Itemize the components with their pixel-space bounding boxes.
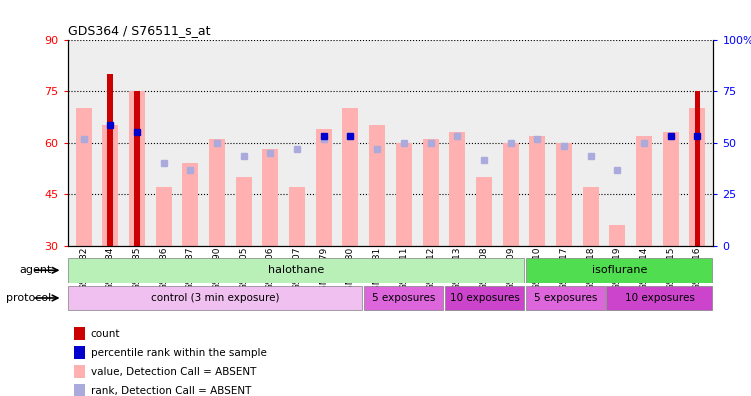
Bar	[129, 91, 145, 246]
Text: count: count	[91, 329, 120, 339]
Bar	[364, 286, 443, 310]
Text: halothane: halothane	[268, 265, 324, 275]
Bar	[526, 258, 712, 283]
Text: protocol: protocol	[6, 293, 51, 303]
Bar	[155, 187, 172, 246]
Bar	[182, 163, 198, 246]
Bar	[529, 136, 545, 246]
Text: isoflurane: isoflurane	[592, 265, 647, 275]
Bar	[526, 286, 605, 310]
Bar	[236, 177, 252, 246]
Bar	[662, 132, 679, 246]
Bar	[445, 286, 523, 310]
Text: control (3 min exposure): control (3 min exposure)	[152, 293, 280, 303]
Bar	[695, 91, 700, 246]
Bar	[76, 108, 92, 246]
Bar	[556, 143, 572, 246]
Bar	[209, 139, 225, 246]
Bar	[583, 187, 599, 246]
Bar	[689, 108, 705, 246]
Text: 5 exposures: 5 exposures	[534, 293, 597, 303]
Bar	[476, 177, 492, 246]
Bar	[449, 132, 466, 246]
Bar	[289, 187, 305, 246]
Bar	[74, 365, 85, 379]
Bar	[107, 74, 113, 246]
Bar	[315, 129, 332, 246]
Bar	[68, 286, 362, 310]
Text: 5 exposures: 5 exposures	[372, 293, 436, 303]
Text: value, Detection Call = ABSENT: value, Detection Call = ABSENT	[91, 367, 256, 377]
Text: GDS364 / S76511_s_at: GDS364 / S76511_s_at	[68, 24, 210, 37]
Bar	[423, 139, 439, 246]
Bar	[134, 91, 140, 246]
Bar	[369, 126, 385, 246]
Bar	[609, 225, 626, 246]
Text: 10 exposures: 10 exposures	[625, 293, 695, 303]
Text: agent: agent	[19, 265, 51, 275]
Text: 10 exposures: 10 exposures	[450, 293, 520, 303]
Bar	[636, 136, 652, 246]
Text: rank, Detection Call = ABSENT: rank, Detection Call = ABSENT	[91, 386, 251, 396]
Bar	[74, 327, 85, 340]
Bar	[607, 286, 712, 310]
Bar	[396, 143, 412, 246]
Bar	[74, 346, 85, 360]
Bar	[74, 384, 85, 396]
Bar	[502, 143, 519, 246]
Bar	[102, 126, 119, 246]
Text: percentile rank within the sample: percentile rank within the sample	[91, 348, 267, 358]
Bar	[342, 108, 358, 246]
Bar	[262, 149, 279, 246]
Bar	[68, 258, 523, 283]
